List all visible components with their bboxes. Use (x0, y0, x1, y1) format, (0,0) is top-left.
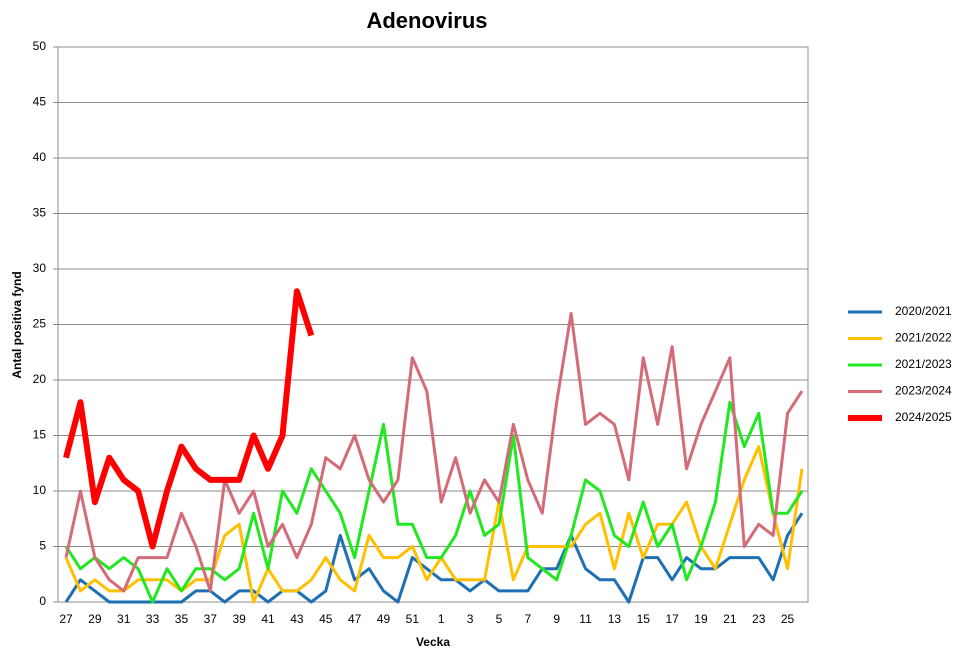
x-tick-label: 19 (694, 612, 708, 626)
legend-label: 2023/2024 (895, 384, 952, 398)
legend-label: 2021/2022 (895, 331, 952, 345)
x-tick-label: 25 (781, 612, 795, 626)
x-tick-label: 31 (117, 612, 131, 626)
x-tick-label: 35 (175, 612, 189, 626)
y-tick-label: 30 (33, 261, 47, 275)
x-tick-label: 11 (579, 612, 592, 626)
x-tick-label: 9 (553, 612, 560, 626)
plot-frame (57, 46, 809, 603)
series-line (64, 400, 804, 604)
y-tick-label: 20 (33, 372, 47, 386)
x-tick-label: 41 (261, 612, 275, 626)
x-tick-label: 27 (59, 612, 73, 626)
x-tick-label: 33 (146, 612, 160, 626)
y-tick-label: 15 (33, 428, 47, 442)
legend-label: 2024/2025 (895, 410, 952, 424)
legend-label: 2020/2021 (895, 304, 952, 318)
x-tick-label: 5 (496, 612, 503, 626)
x-tick-label: 47 (348, 612, 362, 626)
x-tick-label: 37 (204, 612, 218, 626)
series-line (64, 512, 804, 604)
x-tick-label: 45 (319, 612, 333, 626)
chart-title: Adenovirus (366, 8, 487, 33)
x-tick-label: 29 (88, 612, 102, 626)
x-tick-label: 49 (377, 612, 391, 626)
x-tick-label: 51 (406, 612, 420, 626)
x-tick-label: 21 (723, 612, 737, 626)
series-line (64, 445, 804, 604)
y-tick-label: 40 (33, 150, 47, 164)
y-tick-label: 50 (33, 39, 47, 53)
y-tick-label: 5 (39, 539, 46, 553)
x-tick-label: 43 (290, 612, 304, 626)
x-tick-label: 7 (524, 612, 531, 626)
y-axis-label: Antal positiva fynd (10, 271, 24, 378)
legend-label: 2021/2023 (895, 357, 952, 371)
x-tick-label: 3 (467, 612, 474, 626)
y-tick-label: 45 (33, 95, 47, 109)
x-tick-label: 17 (665, 612, 679, 626)
x-axis-label: Vecka (416, 635, 450, 649)
x-tick-label: 13 (608, 612, 622, 626)
x-tick-label: 1 (438, 612, 445, 626)
x-tick-label: 15 (637, 612, 651, 626)
y-tick-label: 10 (33, 483, 47, 497)
x-tick-label: 39 (232, 612, 246, 626)
series-line (64, 311, 804, 593)
series-line (63, 288, 315, 550)
y-tick-label: 25 (33, 317, 47, 331)
y-tick-label: 0 (39, 594, 46, 608)
y-tick-label: 35 (33, 206, 47, 220)
x-tick-label: 23 (752, 612, 766, 626)
